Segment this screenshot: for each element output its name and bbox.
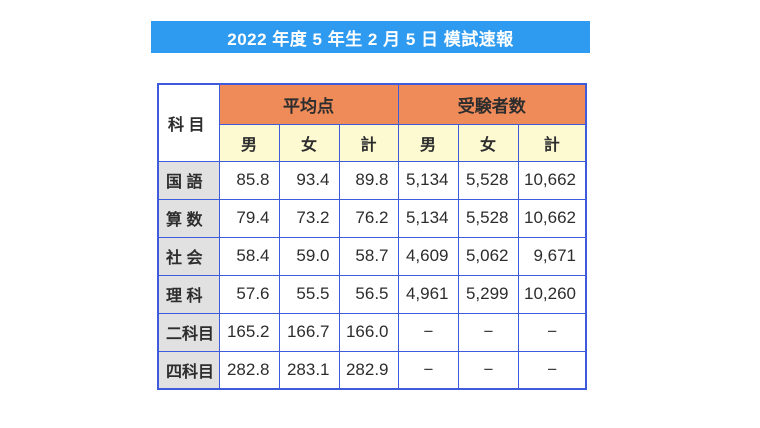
table-cell: − bbox=[457, 350, 519, 390]
results-table: 科 目 平均点 受験者数 男 女 計 男 女 計 国 語 85.8 93.4 8… bbox=[157, 83, 587, 390]
table-header-group-row: 科 目 平均点 受験者数 bbox=[157, 83, 587, 162]
table-cell: 58.7 bbox=[338, 236, 399, 276]
table-cell: 5,134 bbox=[397, 160, 459, 200]
group-header-examinee-count: 受験者数 bbox=[397, 83, 587, 125]
table-cell: 57.6 bbox=[218, 274, 280, 314]
sub-header-avg-total: 計 bbox=[338, 123, 399, 162]
sub-header-count-male: 男 bbox=[397, 123, 459, 162]
table-cell: 282.8 bbox=[218, 350, 280, 390]
table-cell: 55.5 bbox=[278, 274, 340, 314]
table-cell: 5,528 bbox=[457, 198, 519, 238]
table-cell: 10,260 bbox=[517, 274, 587, 314]
report-title-banner: 2022 年度 5 年生 2 月 5 日 模試速報 bbox=[151, 21, 590, 53]
table-cell: 58.4 bbox=[218, 236, 280, 276]
table-row-two-subjects: 二科目 165.2 166.7 166.0 − − − bbox=[157, 312, 587, 352]
table-cell: − bbox=[397, 312, 459, 352]
table-cell: 73.2 bbox=[278, 198, 340, 238]
row-header-subject: 二科目 bbox=[157, 312, 220, 352]
table-cell: 10,662 bbox=[517, 198, 587, 238]
table-cell: 5,299 bbox=[457, 274, 519, 314]
table-cell: 79.4 bbox=[218, 198, 280, 238]
report-title: 2022 年度 5 年生 2 月 5 日 模試速報 bbox=[227, 29, 514, 49]
table-cell: 4,961 bbox=[397, 274, 459, 314]
row-header-subject: 国 語 bbox=[157, 160, 220, 200]
table-cell: 76.2 bbox=[338, 198, 399, 238]
table-row-four-subjects: 四科目 282.8 283.1 282.9 − − − bbox=[157, 350, 587, 390]
table-cell: 9,671 bbox=[517, 236, 587, 276]
table-row-math: 算 数 79.4 73.2 76.2 5,134 5,528 10,662 bbox=[157, 198, 587, 238]
sub-header-count-female: 女 bbox=[457, 123, 519, 162]
table-cell: 59.0 bbox=[278, 236, 340, 276]
table-cell: 5,134 bbox=[397, 198, 459, 238]
column-header-subject: 科 目 bbox=[157, 83, 220, 162]
table-cell: 166.7 bbox=[278, 312, 340, 352]
row-header-subject: 社 会 bbox=[157, 236, 220, 276]
table-row-social-studies: 社 会 58.4 59.0 58.7 4,609 5,062 9,671 bbox=[157, 236, 587, 276]
table-cell: 166.0 bbox=[338, 312, 399, 352]
table-cell: 56.5 bbox=[338, 274, 399, 314]
table-cell: − bbox=[517, 312, 587, 352]
table-cell: 5,062 bbox=[457, 236, 519, 276]
table-row-science: 理 科 57.6 55.5 56.5 4,961 5,299 10,260 bbox=[157, 274, 587, 314]
group-header-average-score: 平均点 bbox=[218, 83, 399, 125]
sub-header-avg-male: 男 bbox=[218, 123, 280, 162]
row-header-subject: 四科目 bbox=[157, 350, 220, 390]
table-cell: − bbox=[397, 350, 459, 390]
table-cell: 4,609 bbox=[397, 236, 459, 276]
table-cell: − bbox=[457, 312, 519, 352]
sub-header-avg-female: 女 bbox=[278, 123, 340, 162]
table-cell: 5,528 bbox=[457, 160, 519, 200]
table-cell: 165.2 bbox=[218, 312, 280, 352]
table-cell: 10,662 bbox=[517, 160, 587, 200]
table-cell: − bbox=[517, 350, 587, 390]
table-row-japanese: 国 語 85.8 93.4 89.8 5,134 5,528 10,662 bbox=[157, 160, 587, 200]
sub-header-count-total: 計 bbox=[517, 123, 587, 162]
row-header-subject: 理 科 bbox=[157, 274, 220, 314]
table-header-sub-row: 男 女 計 男 女 計 bbox=[158, 123, 587, 162]
table-cell: 89.8 bbox=[338, 160, 399, 200]
row-header-subject: 算 数 bbox=[157, 198, 220, 238]
table-cell: 93.4 bbox=[278, 160, 340, 200]
table-cell: 282.9 bbox=[338, 350, 399, 390]
table-cell: 85.8 bbox=[218, 160, 280, 200]
table-cell: 283.1 bbox=[278, 350, 340, 390]
